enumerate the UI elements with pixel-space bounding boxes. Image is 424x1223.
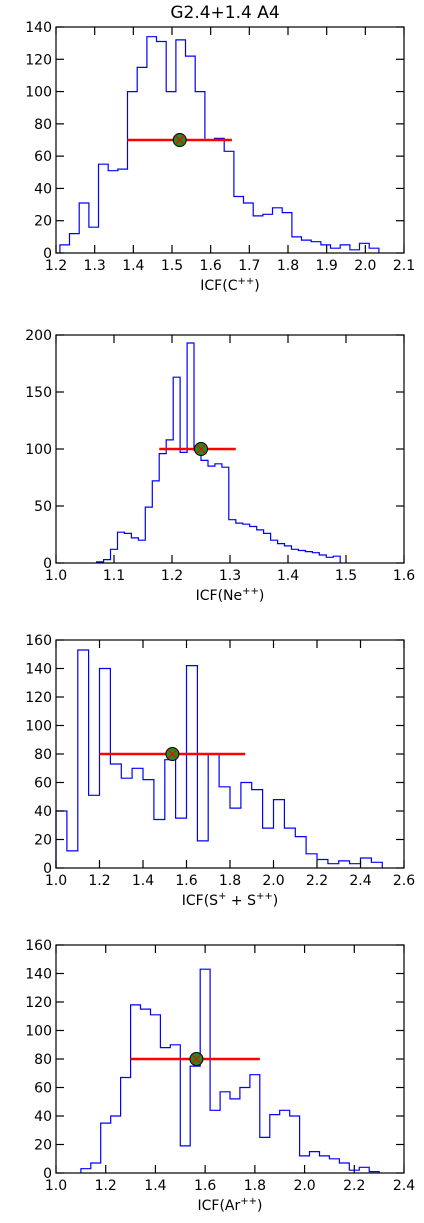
- x-tick-label: 1.0: [45, 568, 67, 584]
- y-tick-label: 20: [34, 833, 52, 849]
- x-tick-label: 1.2: [45, 258, 67, 274]
- x-tick-label: 1.3: [84, 258, 106, 274]
- axes-frame: [55, 26, 405, 254]
- x-tick-label: 2.0: [293, 1178, 315, 1194]
- x-tick-label: 1.8: [244, 1178, 266, 1194]
- y-tick-label: 140: [25, 967, 52, 983]
- marker-cross: [167, 749, 178, 759]
- x-axis-label-superscript: +: [218, 891, 226, 902]
- figure-title: G2.4+1.4 A4: [170, 3, 279, 23]
- x-axis-label-superscript: ++: [256, 891, 273, 902]
- x-axis-label-text: + S: [226, 893, 256, 909]
- histogram-series: [55, 649, 383, 868]
- x-tick-label: 2.0: [354, 258, 376, 274]
- y-tick-label: 80: [34, 1052, 52, 1068]
- x-axis-label: ICF(C++): [200, 276, 259, 294]
- x-tick-label: 1.0: [45, 1178, 67, 1194]
- y-tick-label: 20: [34, 1138, 52, 1154]
- x-tick-label: 1.4: [132, 873, 154, 889]
- histogram-series: [59, 36, 380, 253]
- y-tick-label: 60: [34, 149, 52, 165]
- x-tick-label: 1.2: [88, 873, 110, 889]
- x-axis-label: ICF(Ne++): [196, 586, 265, 604]
- x-tick-label: 1.2: [95, 1178, 117, 1194]
- x-axis-label: ICF(S+ + S++): [182, 891, 278, 909]
- y-tick-label: 40: [34, 1109, 52, 1125]
- x-tick-label: 2.6: [393, 873, 415, 889]
- x-axis-label-text: ICF(Ne: [196, 588, 243, 604]
- chart-panel-4: 1.0 1.2 1.4 1.6 1.8 2.0 2.2 2.4 0 20 40 60 80 100 120 1…: [25, 938, 415, 1214]
- x-axis-label: ICF(Ar++): [198, 1196, 263, 1214]
- x-axis-label-text: ): [254, 278, 259, 294]
- x-axis-label-text: ICF(C: [200, 278, 237, 294]
- x-tick-label: 1.6: [200, 258, 222, 274]
- x-tick-label: 2.4: [349, 873, 371, 889]
- x-tick-label: 2.2: [306, 873, 328, 889]
- x-axis-label-text: ): [273, 893, 278, 909]
- x-tick-label: 1.5: [335, 568, 357, 584]
- x-tick-label: 1.4: [144, 1178, 166, 1194]
- y-tick-label: 120: [25, 995, 52, 1011]
- y-tick-label: 100: [25, 442, 52, 458]
- chart-panel-3: 1.0 1.2 1.4 1.6 1.8 2.0 2.2 2.4 2.6 0 20 40 60 80 100 1…: [25, 633, 415, 909]
- y-tick-label: 140: [25, 662, 52, 678]
- y-tick-label: 160: [25, 633, 52, 649]
- x-tick-label: 1.3: [219, 568, 241, 584]
- x-tick-label: 1.6: [175, 873, 197, 889]
- x-axis-label-text: ICF(Ar: [198, 1198, 241, 1214]
- y-tick-label: 80: [34, 747, 52, 763]
- histogram-series: [96, 342, 341, 563]
- x-tick-label: 1.2: [161, 568, 183, 584]
- y-tick-label: 40: [34, 181, 52, 197]
- x-tick-label: 2.2: [343, 1178, 365, 1194]
- y-tick-label: 0: [43, 246, 52, 262]
- x-tick-label: 1.0: [45, 873, 67, 889]
- x-axis-label-text: ): [259, 588, 264, 604]
- y-tick-label: 60: [34, 1081, 52, 1097]
- x-tick-label: 2.0: [262, 873, 284, 889]
- x-tick-label: 1.1: [103, 568, 125, 584]
- y-tick-label: 80: [34, 117, 52, 133]
- x-tick-label: 2.1: [393, 258, 415, 274]
- y-tick-label: 0: [43, 556, 52, 572]
- x-tick-label: 1.9: [316, 258, 338, 274]
- chart-panel-1: 1.2 1.3 1.4 1.5 1.6 1.7 1.8 1.9 2.0 2.1 0 20 40 60 80 1…: [25, 20, 415, 294]
- x-axis-label-text: ): [257, 1198, 262, 1214]
- y-tick-label: 150: [25, 385, 52, 401]
- y-tick-label: 60: [34, 776, 52, 792]
- marker-cross: [174, 135, 185, 145]
- x-tick-label: 1.6: [393, 568, 415, 584]
- y-tick-label: 20: [34, 214, 52, 230]
- x-tick-label: 1.7: [238, 258, 260, 274]
- histogram-series: [80, 968, 380, 1173]
- y-tick-label: 40: [34, 804, 52, 820]
- y-tick-label: 100: [25, 1024, 52, 1040]
- x-tick-label: 1.5: [161, 258, 183, 274]
- y-tick-label: 120: [25, 690, 52, 706]
- y-tick-label: 120: [25, 52, 52, 68]
- y-tick-label: 140: [25, 20, 52, 36]
- y-tick-label: 100: [25, 85, 52, 101]
- chart-panel-2: 1.0 1.1 1.2 1.3 1.4 1.5 1.6 0 50 100 150 200 ICF(Ne+…: [25, 328, 415, 604]
- y-tick-label: 0: [43, 861, 52, 877]
- x-tick-label: 1.4: [122, 258, 144, 274]
- y-tick-label: 50: [34, 499, 52, 515]
- y-tick-label: 160: [25, 938, 52, 954]
- x-tick-label: 1.4: [277, 568, 299, 584]
- x-tick-label: 1.8: [219, 873, 241, 889]
- x-tick-label: 1.6: [194, 1178, 216, 1194]
- x-axis-label-superscript: ++: [242, 586, 259, 597]
- x-tick-label: 2.4: [393, 1178, 415, 1194]
- y-tick-label: 200: [25, 328, 52, 344]
- marker-cross: [191, 1054, 202, 1064]
- y-tick-label: 100: [25, 719, 52, 735]
- x-axis-label-superscript: ++: [240, 1196, 257, 1207]
- x-axis-label-superscript: ++: [237, 276, 254, 287]
- y-tick-label: 0: [43, 1166, 52, 1182]
- x-tick-label: 1.8: [277, 258, 299, 274]
- marker-cross: [196, 444, 206, 454]
- x-axis-label-text: ICF(S: [182, 893, 218, 909]
